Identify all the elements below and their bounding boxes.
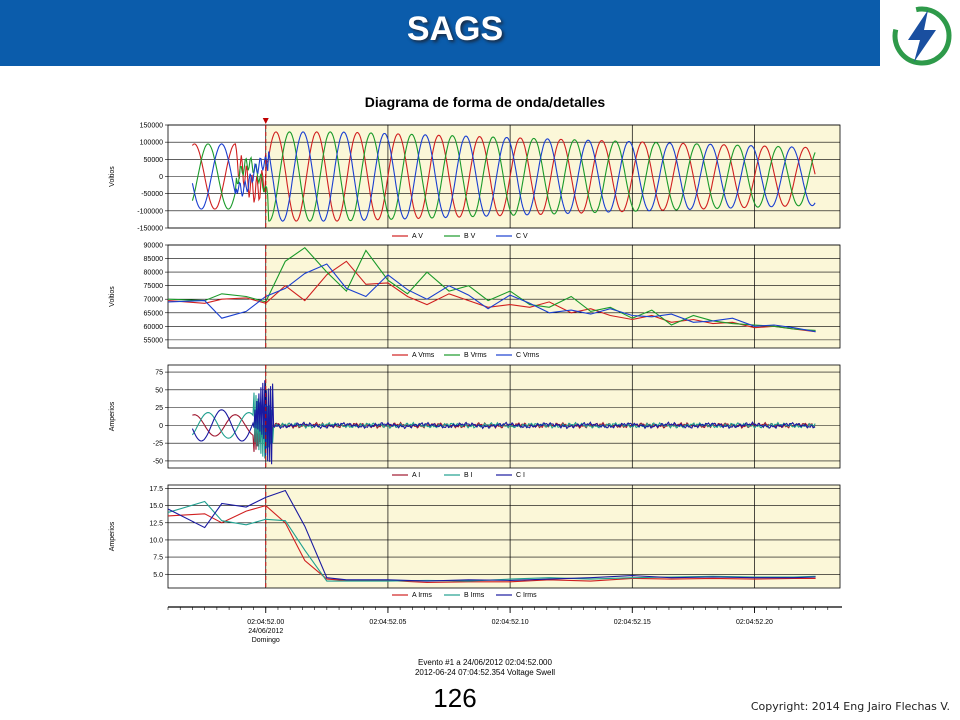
y-tick-label: 150000 xyxy=(140,123,163,130)
y-tick-label: 70000 xyxy=(144,297,164,304)
slide-title: SAGS xyxy=(406,10,504,48)
series-line-c-v xyxy=(191,131,816,222)
plot-frame xyxy=(167,124,841,229)
chart-title: Diagrama de forma de onda/detalles xyxy=(365,94,606,110)
panel-current_rms: 17.5 15.0 12.5 10.0 7.5 5.0 Amperios A Irms B Ir… xyxy=(109,484,841,599)
y-tick-label: 100000 xyxy=(140,140,163,147)
y-tick-label: 60000 xyxy=(144,324,164,331)
event-text-line: 2012-06-24 07:04:52.354 Voltage Swell xyxy=(415,668,555,677)
legend-label: B V xyxy=(464,233,476,240)
event-marker-triangle xyxy=(262,118,269,124)
plot-bg-pre xyxy=(168,485,266,588)
panel-voltage_rms: 90000 85000 80000 75000 70000 65000 60000 55000… xyxy=(109,243,841,359)
series-line-c-vrms xyxy=(168,263,816,333)
legend-label: A Vrms xyxy=(412,352,435,359)
y-tick-label: 0 xyxy=(159,423,163,430)
series-line-c-i xyxy=(191,380,816,465)
series-line-c-irms xyxy=(168,489,816,582)
header-bar xyxy=(0,0,880,66)
plot-bg-post xyxy=(265,365,840,468)
legend-label: C Irms xyxy=(516,592,537,599)
x-tick-label: 02:04:52.15 xyxy=(614,619,651,626)
legend-label: B I xyxy=(464,472,473,479)
series-line-a-v xyxy=(191,131,816,222)
y-axis-label: Amperios xyxy=(109,521,116,551)
series-line-b-vrms xyxy=(168,246,816,331)
page-number: 126 xyxy=(433,683,477,713)
y-tick-label: 12.5 xyxy=(149,520,163,527)
y-tick-label: 10.0 xyxy=(149,537,163,544)
x-tick-label: 02:04:52.10 xyxy=(492,619,529,626)
plot-frame xyxy=(167,484,841,589)
panel-voltage_waveform: 150000 100000 50000 0 -50000 -100000 -150000 Vo… xyxy=(109,123,841,240)
y-axis-label: Voltios xyxy=(109,286,116,307)
y-tick-label: 5.0 xyxy=(153,572,163,579)
plot-frame xyxy=(167,244,841,349)
y-tick-label: 50 xyxy=(155,387,163,394)
plot-bg-pre xyxy=(168,245,266,348)
y-tick-label: 25 xyxy=(155,405,163,412)
y-tick-label: 17.5 xyxy=(149,486,163,493)
x-tick-label: 02:04:52.00 xyxy=(247,619,284,626)
y-tick-label: 75000 xyxy=(144,283,164,290)
event-text-line: Evento #1 a 24/06/2012 02:04:52.000 xyxy=(418,658,552,667)
y-axis-label: Amperios xyxy=(109,401,116,431)
y-tick-label: 0 xyxy=(159,174,163,181)
legend-label: C Vrms xyxy=(516,352,540,359)
y-tick-label: -50000 xyxy=(141,191,163,198)
series-line-a-irms xyxy=(168,504,816,584)
plot-bg-post xyxy=(265,245,840,348)
y-tick-label: 55000 xyxy=(144,337,164,344)
legend-label: C V xyxy=(516,233,528,240)
x-tick-extra-label: 24/06/2012 xyxy=(248,628,283,635)
plot-frame xyxy=(167,364,841,469)
y-tick-label: 85000 xyxy=(144,256,164,263)
legend-label: B Irms xyxy=(464,592,485,599)
plot-bg-pre xyxy=(168,365,266,468)
x-tick-label: 02:04:52.05 xyxy=(369,619,406,626)
y-tick-label: 15.0 xyxy=(149,503,163,510)
y-tick-label: 65000 xyxy=(144,310,164,317)
series-line-a-vrms xyxy=(168,260,816,333)
y-tick-label: 7.5 xyxy=(153,555,163,562)
copyright-text: Copyright: 2014 Eng Jairo Flechas V. xyxy=(750,700,950,713)
y-tick-label: -25 xyxy=(153,441,163,448)
x-tick-extra-label: Domingo xyxy=(252,637,280,644)
legend-label: A Irms xyxy=(412,592,432,599)
lightning-bolt-icon xyxy=(892,6,952,66)
y-tick-label: 90000 xyxy=(144,243,164,250)
y-tick-label: -100000 xyxy=(137,208,163,215)
plot-bg-post xyxy=(265,485,840,588)
legend-label: A I xyxy=(412,472,420,479)
y-axis-label: Voltios xyxy=(109,166,116,187)
series-line-b-irms xyxy=(168,500,816,582)
y-tick-label: 75 xyxy=(155,370,163,377)
panel-current_waveform: 75 50 25 0 -25 -50 Amperios A I B I C I xyxy=(109,364,841,479)
x-tick-label: 02:04:52.20 xyxy=(736,619,773,626)
legend-label: B Vrms xyxy=(464,352,487,359)
legend-label: A V xyxy=(412,233,423,240)
y-tick-label: -150000 xyxy=(137,226,163,233)
y-tick-label: 80000 xyxy=(144,270,164,277)
y-tick-label: 50000 xyxy=(144,157,164,164)
legend-label: C I xyxy=(516,472,525,479)
y-tick-label: -50 xyxy=(153,458,163,465)
